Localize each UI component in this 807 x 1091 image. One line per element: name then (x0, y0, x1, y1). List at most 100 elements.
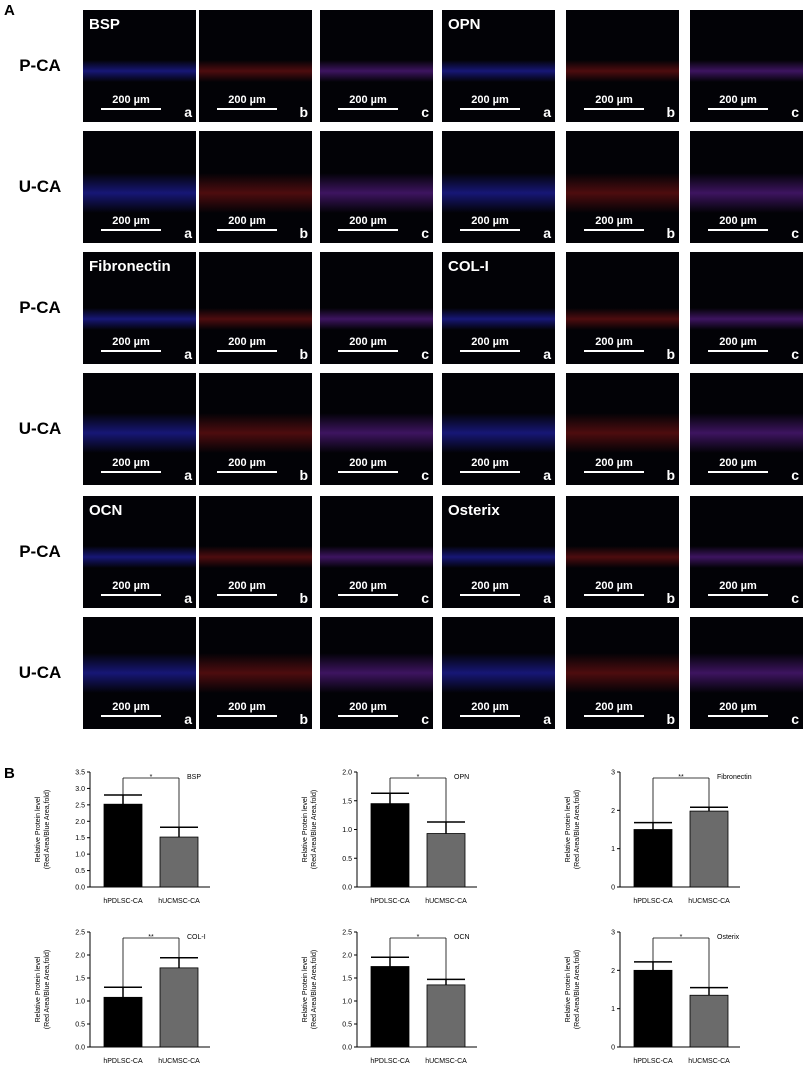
bar (103, 996, 143, 1048)
scale-bar-label: 200 µm (595, 215, 633, 227)
micrograph-tile: 200 µm a (83, 131, 196, 243)
tissue-band (320, 653, 433, 693)
tissue-band (199, 413, 312, 453)
scale-bar (217, 350, 277, 352)
micrograph-tile: 200 µm a (83, 373, 196, 485)
micrograph-tile: 200 µm c (320, 617, 433, 729)
scale-bar-label: 200 µm (471, 94, 509, 106)
scale-bar (101, 350, 161, 352)
row-label: P-CA (19, 298, 61, 317)
scale-bar (460, 108, 520, 110)
subpanel-letter: a (184, 711, 192, 727)
chart-title: OPN (454, 774, 469, 781)
scale-bar-label: 200 µm (471, 215, 509, 227)
tissue-band (442, 308, 555, 330)
subpanel-letter: a (184, 104, 192, 120)
scale-bar-label: 200 µm (719, 457, 757, 469)
scale-bar-label: 200 µm (112, 336, 150, 348)
tissue-band (690, 173, 803, 213)
chart-title: Osterix (717, 934, 740, 941)
subpanel-letter: c (791, 590, 799, 606)
chart-svg: 0.0 0.5 1.0 1.5 2.0 2.5 3.0 3.5 Relative Protein… (35, 770, 210, 905)
micrograph-tile: 200 µm b (199, 617, 312, 729)
bar (689, 994, 729, 1048)
y-tick-label: 2 (611, 968, 615, 975)
bar (426, 833, 466, 888)
y-tick-label: 2.0 (342, 770, 352, 777)
bar (426, 984, 466, 1048)
significance-mark: * (417, 934, 420, 941)
y-tick-label: 0 (611, 1045, 615, 1052)
subpanel-letter: b (299, 225, 308, 241)
tissue-band (442, 413, 555, 453)
bar (689, 810, 729, 888)
tissue-band (690, 308, 803, 330)
significance-mark: ** (148, 934, 154, 941)
scale-bar-label: 200 µm (112, 215, 150, 227)
significance-mark: * (150, 774, 153, 781)
chart-title: COL-I (187, 934, 206, 941)
y-tick-label: 3.0 (75, 786, 85, 793)
subpanel-letter: a (184, 467, 192, 483)
row-label: P-CA (19, 542, 61, 561)
tissue-band (566, 173, 679, 213)
micrograph-tile: 200 µm b (566, 10, 679, 122)
bar (159, 836, 199, 888)
scale-bar (708, 715, 768, 717)
subpanel-letter: c (421, 104, 429, 120)
scale-bar (460, 715, 520, 717)
x-category-label: hPDLSC-CA (633, 898, 673, 905)
scale-bar-label: 200 µm (228, 94, 266, 106)
scale-bar-label: 200 µm (719, 701, 757, 713)
x-category-label: hUCMSC-CA (158, 898, 200, 905)
scale-bar (101, 594, 161, 596)
y-axis-label: Relative Protein level (Red Area/Blue Are… (302, 790, 318, 869)
scale-bar (217, 594, 277, 596)
tissue-band (199, 653, 312, 693)
bar-chart: 0.0 0.5 1.0 1.5 2.0 2.5 3.0 3.5 Relative Protein… (18, 760, 258, 930)
micrograph-tile: 200 µm b (199, 131, 312, 243)
tissue-band (690, 60, 803, 82)
scale-bar (460, 471, 520, 473)
scale-bar-label: 200 µm (595, 94, 633, 106)
x-category-label: hUCMSC-CA (688, 898, 730, 905)
micrograph-tile: 200 µm b (199, 496, 312, 608)
y-axis-label: Relative Protein level (Red Area/Blue Are… (565, 790, 581, 869)
scale-bar-label: 200 µm (349, 215, 387, 227)
subpanel-letter: c (791, 711, 799, 727)
scale-bar-label: 200 µm (349, 336, 387, 348)
subpanel-letter: b (299, 346, 308, 362)
subpanel-letter: a (543, 346, 551, 362)
scale-bar (338, 715, 398, 717)
scale-bar-label: 200 µm (349, 94, 387, 106)
subpanel-letter: a (543, 104, 551, 120)
micrograph-tile: 200 µm c (690, 617, 803, 729)
scale-bar-label: 200 µm (228, 215, 266, 227)
subpanel-letter: a (184, 225, 192, 241)
y-tick-label: 2.5 (342, 930, 352, 937)
subpanel-letter: b (299, 104, 308, 120)
micrograph-tile: 200 µm b (199, 252, 312, 364)
bar-chart: 0.0 0.5 1.0 1.5 2.0 2.5 Relative Protein level… (18, 920, 258, 1090)
y-tick-label: 0.5 (342, 1022, 352, 1029)
subpanel-letter: c (791, 346, 799, 362)
y-tick-label: 1.0 (75, 852, 85, 859)
marker-name: OPN (448, 16, 481, 33)
subpanel-letter: a (543, 590, 551, 606)
bar-chart: 0.0 0.5 1.0 1.5 2.0 2.5 Relative Protein level… (285, 920, 525, 1090)
y-tick-label: 0.5 (75, 1022, 85, 1029)
micrograph-tile: 200 µm b (199, 10, 312, 122)
scale-bar (708, 350, 768, 352)
scale-bar-label: 200 µm (228, 336, 266, 348)
y-tick-label: 2.5 (75, 930, 85, 937)
micrograph-tile: 200 µm c (320, 10, 433, 122)
marker-name: BSP (89, 16, 120, 33)
scale-bar (338, 229, 398, 231)
micrograph-tile: 200 µm b (199, 373, 312, 485)
bar-chart: 0 1 2 3 Relative Protein level (Red Area/Blue… (548, 920, 788, 1090)
scale-bar (217, 108, 277, 110)
micrograph-tile: OPN 200 µm a (442, 10, 555, 122)
panel-a-label: A (4, 2, 15, 19)
tissue-band (199, 546, 312, 568)
tissue-band (83, 546, 196, 568)
